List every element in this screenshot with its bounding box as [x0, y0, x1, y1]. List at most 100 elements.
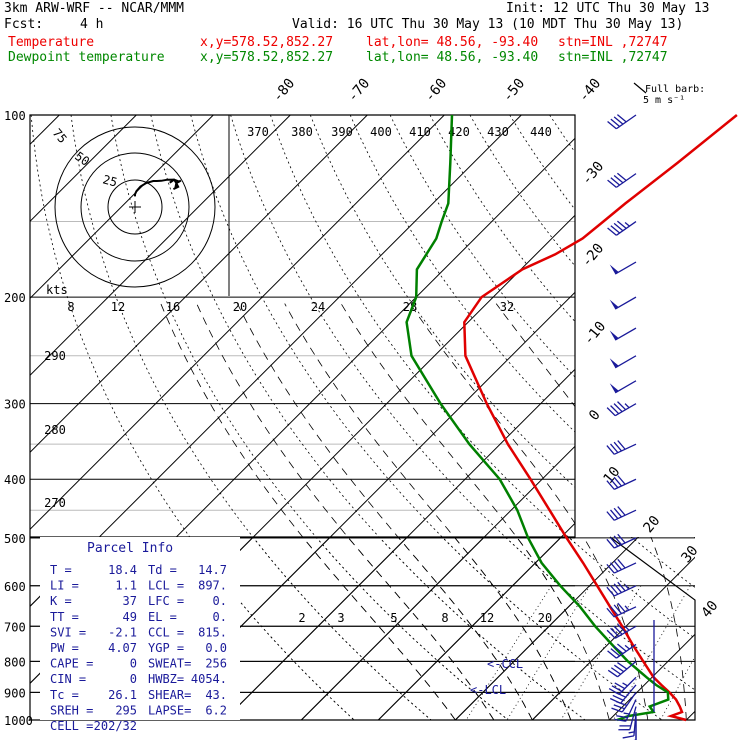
parcel-key: LCL =	[148, 579, 184, 593]
wind-barb	[618, 706, 637, 731]
dry-adiabat-350-lower	[430, 115, 740, 720]
wind-barb	[607, 660, 637, 678]
parcel-info-panel	[40, 537, 240, 720]
hodograph-ring-label: 25	[101, 172, 119, 189]
temperature-latlon: lat,lon= 48.56, -93.40	[366, 35, 539, 50]
parcel-value: 43.	[205, 688, 227, 702]
wind-barb	[611, 691, 637, 713]
parcel-value: 295	[115, 703, 137, 717]
wind-barb	[606, 401, 637, 417]
isotherm-20-lower	[685, 710, 695, 720]
isotherm-label: -60	[422, 76, 451, 106]
dry-adiabat-260	[70, 115, 432, 720]
hodograph-ring-label: 50	[72, 149, 92, 169]
isotherm-0-lower	[531, 556, 695, 720]
forecast-hours: 4 h	[80, 17, 104, 32]
mixing-ratio-label: 16	[166, 300, 180, 314]
parcel-value: 202/32	[94, 719, 137, 733]
parcel-value: 0	[130, 657, 137, 671]
isotherm--130	[30, 115, 137, 223]
parcel-key: SREH =	[50, 703, 93, 717]
hodograph-ring-label: 75	[50, 126, 70, 146]
legend-barb-icon	[633, 82, 647, 94]
wind-barb	[607, 114, 637, 130]
wind-barb	[614, 699, 637, 722]
theta-label: 400	[370, 125, 392, 139]
pressure-label-300: 300	[4, 398, 26, 412]
wind-barb	[606, 581, 637, 597]
isotherm-20	[686, 115, 740, 720]
dry-adiabat-300-lower	[504, 537, 695, 691]
model-title: 3km ARW-WRF -- NCAR/MMM	[4, 1, 185, 16]
mixing-ratio-label: 8	[67, 300, 74, 314]
parcel-value: 4054.	[191, 672, 227, 686]
isotherm-label: 40	[698, 598, 721, 621]
parcel-key: T =	[50, 563, 72, 577]
theta-label: 270	[44, 496, 66, 510]
temperature-station: stn=INL ,72747	[558, 35, 668, 50]
dry-adiabat-400-lower	[629, 115, 740, 720]
pressure-label-700: 700	[4, 620, 26, 634]
parcel-value: 0.	[213, 594, 227, 608]
dry-adiabat-380	[549, 115, 575, 153]
parcel-key: CAPE =	[50, 657, 93, 671]
parcel-key: CELL =	[50, 719, 93, 733]
isotherm-label: -20	[579, 241, 608, 271]
moist-adiabat-30	[724, 304, 740, 720]
parcel-key: K =	[50, 594, 72, 608]
dry-adiabat-290	[190, 115, 575, 656]
parcel-value: 37	[123, 594, 137, 608]
wind-barb	[606, 623, 637, 639]
init-time: Init: 12 UTC Thu 30 May 13	[506, 1, 710, 16]
mixing-ratio-label: 12	[480, 611, 494, 625]
dewpoint-station: stn=INL ,72747	[558, 50, 668, 65]
moist-adiabat-5	[284, 303, 572, 720]
wind-barb	[609, 380, 637, 394]
parcel-key: YGP =	[148, 641, 184, 655]
mixing-ratio-label: 12	[111, 300, 125, 314]
parcel-key: CIN =	[50, 672, 86, 686]
mixing-ratio-20	[723, 586, 740, 720]
dry-adiabat-360	[469, 115, 575, 267]
parcel-value: 897.	[198, 579, 227, 593]
wind-barb	[609, 327, 637, 341]
parcel-key: CCL =	[148, 625, 184, 639]
parcel-value: 0.0	[205, 641, 227, 655]
mixing-ratio-label: 24	[311, 300, 325, 314]
pressure-label-1000: 1000	[4, 714, 33, 728]
moist-adiabat--5	[196, 303, 495, 720]
parcel-value: 14.7	[198, 563, 227, 577]
moist-adiabat-10-lower	[516, 537, 610, 720]
wind-barb	[607, 643, 637, 659]
moist-adiabat-10	[340, 303, 575, 630]
dry-adiabat-310	[270, 115, 575, 544]
temperature-legend: Temperature	[8, 35, 95, 50]
wind-barb	[609, 355, 637, 369]
parcel-value: 0.	[213, 610, 227, 624]
kts-label: kts	[46, 283, 68, 297]
hodograph-ring-50	[80, 152, 190, 262]
isotherm--100	[30, 115, 368, 454]
parcel-key: SVI =	[50, 625, 86, 639]
wind-barb	[607, 220, 637, 236]
dry-adiabat-320	[309, 115, 575, 488]
parcel-key: TT =	[50, 610, 79, 624]
parcel-key: SWEAT=	[148, 657, 191, 671]
wind-barb	[607, 172, 637, 188]
isotherm-label: -70	[345, 76, 374, 106]
forecast-label: Fcst:	[4, 17, 44, 32]
barb-legend: Full barb:5 m s⁻¹	[633, 82, 705, 106]
dry-adiabat-400	[629, 115, 740, 720]
theta-label: 430	[487, 125, 509, 139]
isotherm--20	[377, 522, 575, 720]
hodograph-ring-75	[54, 126, 216, 288]
theta-label: 380	[291, 125, 313, 139]
valid-time: Valid: 16 UTC Thu 30 May 13 (10 MDT Thu …	[292, 17, 684, 32]
dry-adiabat-340-lower	[390, 115, 740, 720]
dry-adiabat-330-lower	[693, 537, 695, 538]
parcel-value: -2.1	[108, 625, 137, 639]
pressure-label-400: 400	[4, 473, 26, 487]
mixing-ratio-label: 3	[337, 611, 344, 625]
pressure-label-100: 100	[4, 109, 26, 123]
